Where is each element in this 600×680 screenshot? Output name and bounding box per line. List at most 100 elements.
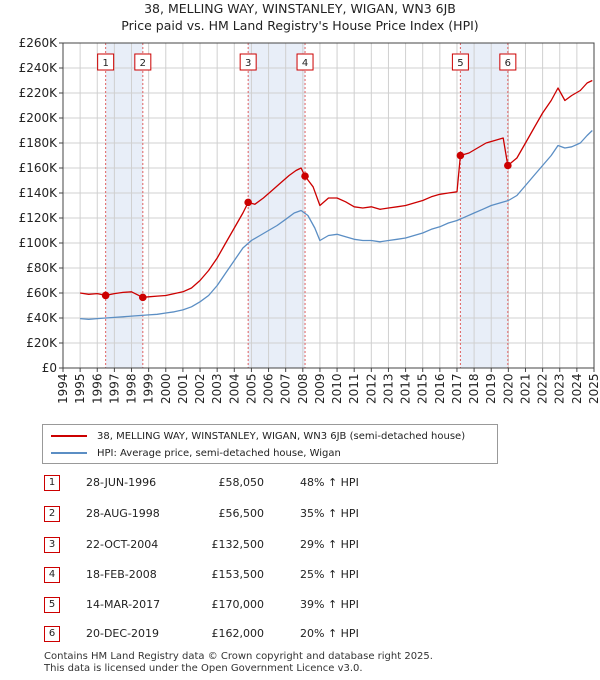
y-tick-label: £0 bbox=[42, 361, 57, 375]
sale-marker-box-1 bbox=[97, 53, 115, 71]
x-tick-label: 1998 bbox=[125, 373, 139, 404]
sale-point-3 bbox=[244, 198, 252, 207]
transaction-price: £132,500 bbox=[211, 538, 265, 551]
y-tick-label: £140K bbox=[19, 186, 59, 200]
x-tick-label: 2024 bbox=[570, 373, 584, 404]
transaction-date: 28-JUN-1996 bbox=[86, 476, 157, 489]
x-tick-label: 2023 bbox=[553, 373, 567, 404]
transaction-hpi: 39% ↑ HPI bbox=[300, 598, 359, 611]
y-tick-label: £60K bbox=[26, 286, 58, 300]
x-tick-label: 2021 bbox=[518, 373, 532, 404]
transaction-date: 18-FEB-2008 bbox=[86, 568, 157, 581]
x-tick-label: 2004 bbox=[227, 373, 241, 404]
sale-marker-label-6: 6 bbox=[505, 58, 511, 69]
sale-marker-box-5 bbox=[451, 53, 469, 71]
transaction-date: 20-DEC-2019 bbox=[86, 627, 160, 640]
transaction-date: 14-MAR-2017 bbox=[86, 598, 161, 611]
transaction-number: 5 bbox=[44, 597, 60, 613]
x-tick-label: 2002 bbox=[193, 373, 207, 404]
legend-label-hpi: HPI: Average price, semi-detached house,… bbox=[97, 447, 341, 459]
x-tick-label: 2017 bbox=[450, 373, 464, 404]
x-tick-label: 2012 bbox=[364, 373, 378, 404]
footer-note: Contains HM Land Registry data © Crown c… bbox=[44, 651, 433, 675]
transaction-number: 3 bbox=[44, 537, 60, 553]
transaction-hpi: 35% ↑ HPI bbox=[300, 507, 359, 520]
y-tick-label: £120K bbox=[19, 211, 59, 225]
x-tick-label: 1999 bbox=[142, 373, 156, 404]
y-tick-label: £100K bbox=[19, 236, 59, 250]
sale-point-1 bbox=[101, 291, 110, 300]
transaction-price: £162,000 bbox=[211, 627, 265, 640]
sale-point-5 bbox=[456, 151, 465, 160]
x-tick-label: 2015 bbox=[416, 373, 430, 404]
x-tick-label: 2025 bbox=[587, 373, 600, 404]
y-tick-label: £80K bbox=[26, 261, 58, 275]
sale-marker-box-3 bbox=[239, 53, 257, 71]
y-tick-label: £180K bbox=[19, 136, 59, 150]
transaction-date: 28-AUG-1998 bbox=[86, 507, 160, 520]
chart-title-line2: Price paid vs. HM Land Registry's House … bbox=[121, 18, 479, 33]
legend-item-property: 38, MELLING WAY, WINSTANLEY, WIGAN, WN3 … bbox=[51, 428, 465, 444]
x-tick-label: 2018 bbox=[467, 373, 481, 404]
transaction-price: £170,000 bbox=[211, 598, 265, 611]
x-tick-label: 2019 bbox=[484, 373, 498, 404]
footer-line2: This data is licensed under the Open Gov… bbox=[44, 663, 363, 674]
sale-band bbox=[460, 43, 508, 368]
x-tick-label: 2003 bbox=[210, 373, 224, 404]
chart-legend: 38, MELLING WAY, WINSTANLEY, WIGAN, WN3 … bbox=[42, 424, 498, 464]
sale-band bbox=[248, 43, 306, 368]
x-tick-label: 1996 bbox=[90, 373, 104, 404]
x-tick-label: 2014 bbox=[399, 373, 413, 404]
sale-point-2 bbox=[139, 293, 147, 302]
x-tick-label: 1994 bbox=[56, 373, 70, 404]
sale-marker-box-4 bbox=[296, 53, 314, 71]
y-tick-label: £20K bbox=[26, 336, 58, 350]
sale-bands bbox=[63, 43, 594, 368]
transaction-date: 22-OCT-2004 bbox=[86, 538, 159, 551]
legend-label-property: 38, MELLING WAY, WINSTANLEY, WIGAN, WN3 … bbox=[97, 430, 466, 442]
y-tick-label: £220K bbox=[19, 86, 59, 100]
y-tick-label: £40K bbox=[26, 311, 58, 325]
transaction-hpi: 25% ↑ HPI bbox=[300, 568, 359, 581]
sale-points bbox=[101, 151, 512, 302]
transaction-hpi: 20% ↑ HPI bbox=[300, 627, 359, 640]
x-tick-label: 2006 bbox=[262, 373, 276, 404]
x-tick-label: 2008 bbox=[296, 373, 310, 404]
sale-markers: 1 2 3 4 5 6 bbox=[97, 53, 517, 71]
chart-axes: £0 £20K £40K £60K £80K £100K £120K £140K £160K £1… bbox=[19, 36, 600, 404]
transaction-hpi: 29% ↑ HPI bbox=[300, 538, 359, 551]
transaction-price: £56,500 bbox=[218, 507, 265, 520]
transaction-price: £153,500 bbox=[211, 568, 265, 581]
transaction-number: 4 bbox=[44, 567, 60, 583]
price-chart: 1 2 3 4 5 6 £0 £20K £40K £60K £80K £100K £120K £140K… bbox=[19, 36, 600, 404]
series-line-property bbox=[80, 79, 593, 299]
transaction-number: 2 bbox=[44, 506, 60, 522]
x-tick-label: 2000 bbox=[159, 373, 173, 404]
x-tick-label: 2010 bbox=[330, 373, 344, 404]
chart-title-line1: 38, MELLING WAY, WINSTANLEY, WIGAN, WN3 … bbox=[144, 1, 456, 16]
sale-point-6 bbox=[504, 161, 512, 170]
chart-title: 38, MELLING WAY, WINSTANLEY, WIGAN, WN3 … bbox=[0, 0, 600, 34]
sale-marker-box-6 bbox=[499, 53, 517, 71]
x-tick-label: 2011 bbox=[347, 373, 361, 404]
transaction-number: 6 bbox=[44, 626, 60, 642]
x-tick-label: 2009 bbox=[313, 373, 327, 404]
y-tick-label: £200K bbox=[19, 111, 59, 125]
x-tick-label: 1997 bbox=[107, 373, 121, 404]
legend-item-hpi: HPI: Average price, semi-detached house,… bbox=[51, 445, 341, 461]
x-tick-label: 2022 bbox=[536, 373, 550, 404]
sale-marker-label-5: 5 bbox=[457, 58, 463, 69]
legend-swatch-hpi bbox=[51, 452, 87, 454]
x-tick-label: 2013 bbox=[381, 373, 395, 404]
sale-marker-label-4: 4 bbox=[302, 58, 308, 69]
x-tick-label: 2016 bbox=[433, 373, 447, 404]
sale-marker-label-2: 2 bbox=[140, 58, 146, 69]
x-tick-label: 2001 bbox=[176, 373, 190, 404]
y-tick-label: £160K bbox=[19, 161, 59, 175]
legend-swatch-property bbox=[51, 435, 87, 437]
x-tick-label: 1995 bbox=[73, 373, 87, 404]
x-tick-label: 2020 bbox=[501, 373, 515, 404]
y-tick-label: £260K bbox=[19, 36, 59, 50]
sale-marker-label-3: 3 bbox=[245, 58, 251, 69]
chart-series bbox=[80, 79, 593, 320]
